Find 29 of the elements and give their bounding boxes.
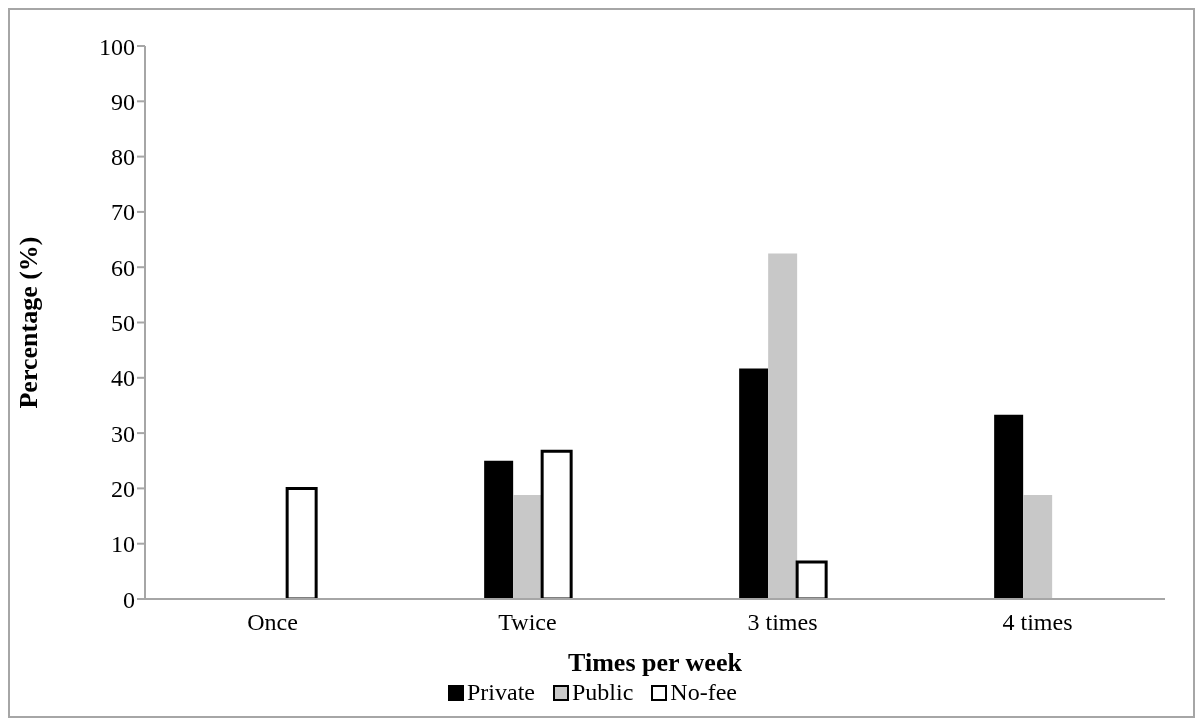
y-tick-label: 80 [111,144,135,171]
x-tick-label: Once [247,609,298,636]
y-tick-label: 0 [123,586,135,613]
bar [484,460,514,599]
y-axis-title: Percentage (%) [14,236,44,409]
bar [768,253,798,599]
y-tick-label: 60 [111,254,135,281]
y-tick-label: 30 [111,420,135,447]
bar [1023,495,1053,599]
y-tick-label: 10 [111,531,135,558]
x-tick-label: 4 times [1002,609,1073,636]
y-tick-label: 20 [111,475,135,502]
x-tick-label: Twice [498,609,557,636]
y-tick-label: 40 [111,365,135,392]
legend-label: Public [571,679,634,706]
bar [739,368,769,599]
bar [994,414,1024,599]
x-tick-label: 3 times [747,609,818,636]
x-axis-title: Times per week [568,648,743,677]
bar [540,449,573,599]
legend-label: Private [466,679,535,706]
y-tick-label: 100 [99,33,135,60]
bar [795,560,828,599]
y-tick-label: 50 [111,310,135,337]
y-tick-label: 70 [111,199,135,226]
legend-label: No-fee [669,679,737,706]
y-tick-label: 90 [111,88,135,115]
bar [285,486,318,599]
bar [513,495,543,599]
